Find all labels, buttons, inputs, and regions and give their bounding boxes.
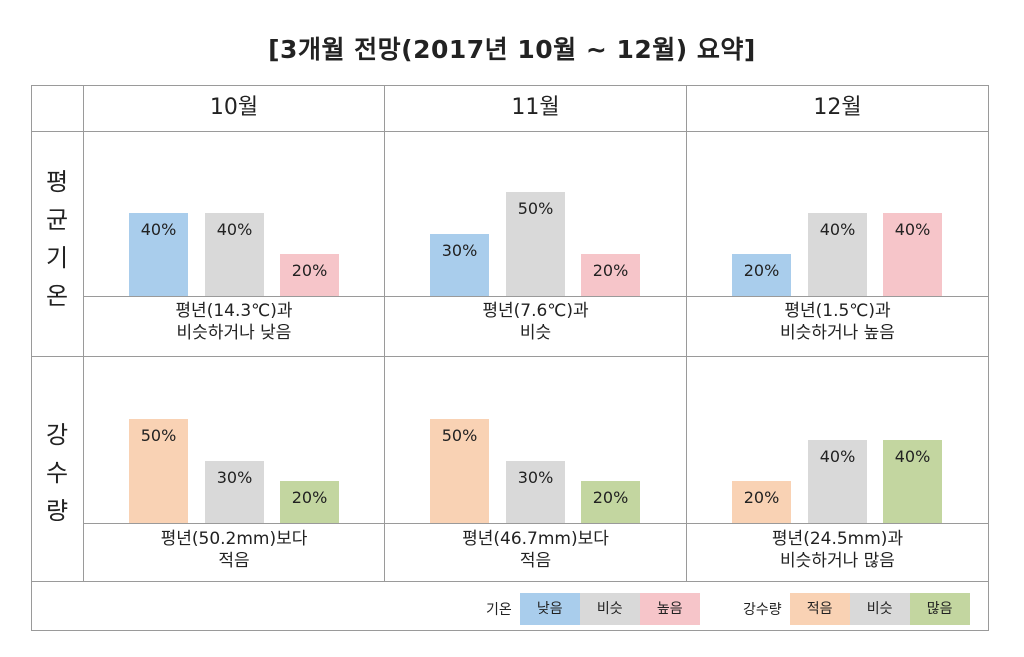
precip-desc-nov: 평년(46.7mm)보다 적음 — [385, 528, 686, 572]
table-divider-precip-desc — [83, 523, 989, 524]
temp-bar-11월-높음: 20% — [581, 254, 640, 296]
temp-bar-11월-비슷: 50% — [506, 192, 565, 296]
row-label-char: 온 — [45, 282, 69, 310]
legend-label: 강수량 — [743, 602, 782, 618]
table-divider-rows — [31, 356, 989, 357]
temp-bar-10월-높음: 20% — [280, 254, 339, 296]
desc-line: 평년(50.2mm)보다 — [160, 529, 308, 549]
table-divider-col2 — [686, 85, 687, 581]
temp-desc-dec: 평년(1.5℃)과 비슷하거나 높음 — [687, 300, 988, 344]
legend-precipitation: 강수량 적음 비슷 많음 — [743, 593, 970, 625]
desc-line: 평년(1.5℃)과 — [784, 301, 891, 321]
temp-desc-oct: 평년(14.3℃)과 비슷하거나 낮음 — [84, 300, 384, 344]
legend-swatch-less: 적음 — [789, 593, 850, 625]
desc-line: 비슷하거나 낮음 — [176, 323, 292, 343]
legend-swatch-more: 많음 — [909, 593, 970, 625]
month-header-oct: 10월 — [209, 95, 259, 120]
legend-label: 기온 — [486, 602, 512, 618]
precip-bar-12월-적음: 20% — [732, 481, 791, 523]
desc-line: 비슷 — [519, 323, 552, 343]
temp-bar-12월-비슷: 40% — [808, 213, 867, 296]
table-divider-label — [83, 85, 84, 581]
desc-line: 평년(24.5mm)과 — [771, 529, 904, 549]
precip-bar-11월-많음: 20% — [581, 481, 640, 523]
precip-bar-10월-많음: 20% — [280, 481, 339, 523]
legend-swatch-similar: 비슷 — [849, 593, 910, 625]
temp-desc-nov: 평년(7.6℃)과 비슷 — [385, 300, 686, 344]
desc-line: 평년(46.7mm)보다 — [462, 529, 609, 549]
table-divider-legend — [31, 581, 989, 582]
table-border-left — [31, 85, 32, 631]
temp-bar-10월-비슷: 40% — [205, 213, 264, 296]
legend-temperature: 기온 낮음 비슷 높음 — [486, 593, 700, 625]
legend-swatch-similar: 비슷 — [579, 593, 640, 625]
row-label-char: 량 — [45, 497, 69, 525]
row-label-char: 평 — [45, 168, 69, 196]
temp-bar-10월-낮음: 40% — [129, 213, 188, 296]
desc-line: 적음 — [519, 551, 552, 571]
table-border-right — [988, 85, 989, 631]
row-label-temperature: 평 균 기 온 — [31, 163, 83, 315]
precip-bar-12월-많음: 40% — [883, 440, 942, 523]
legend-swatch-high: 높음 — [639, 593, 700, 625]
precip-bar-11월-적음: 50% — [430, 419, 489, 523]
table-border-bottom — [31, 630, 989, 631]
row-label-char: 수 — [45, 459, 69, 487]
desc-line: 비슷하거나 높음 — [780, 323, 895, 343]
row-label-char: 기 — [45, 244, 69, 272]
page-title: [3개월 전망(2017년 10월 ~ 12월) 요약] — [268, 35, 756, 64]
row-label-char: 강 — [45, 421, 69, 449]
row-label-char: 균 — [45, 206, 69, 234]
table-divider-col1 — [384, 85, 385, 581]
precip-desc-dec: 평년(24.5mm)과 비슷하거나 많음 — [687, 528, 988, 572]
chart-baseline — [83, 296, 989, 297]
month-header-nov: 11월 — [511, 95, 560, 120]
precip-bar-10월-적음: 50% — [129, 419, 188, 523]
precip-bar-10월-비슷: 30% — [205, 461, 264, 523]
legend-swatch-low: 낮음 — [519, 593, 580, 625]
table-border-top — [31, 85, 989, 86]
month-header-dec: 12월 — [813, 95, 862, 120]
desc-line: 비슷하거나 많음 — [780, 551, 895, 571]
desc-line: 적음 — [218, 551, 250, 571]
table-divider-header — [31, 131, 989, 132]
desc-line: 평년(14.3℃)과 — [175, 301, 293, 321]
temp-bar-12월-높음: 40% — [883, 213, 942, 296]
row-label-precipitation: 강 수 량 — [31, 416, 83, 530]
desc-line: 평년(7.6℃)과 — [482, 301, 589, 321]
temp-bar-12월-낮음: 20% — [732, 254, 791, 296]
precip-desc-oct: 평년(50.2mm)보다 적음 — [84, 528, 384, 572]
temp-bar-11월-낮음: 30% — [430, 234, 489, 296]
precip-bar-12월-비슷: 40% — [808, 440, 867, 523]
precip-bar-11월-비슷: 30% — [506, 461, 565, 523]
summary-table: 10월 11월 12월 평 균 기 온 강 수 량 40% 30% 20% 40% 50… — [31, 85, 989, 631]
